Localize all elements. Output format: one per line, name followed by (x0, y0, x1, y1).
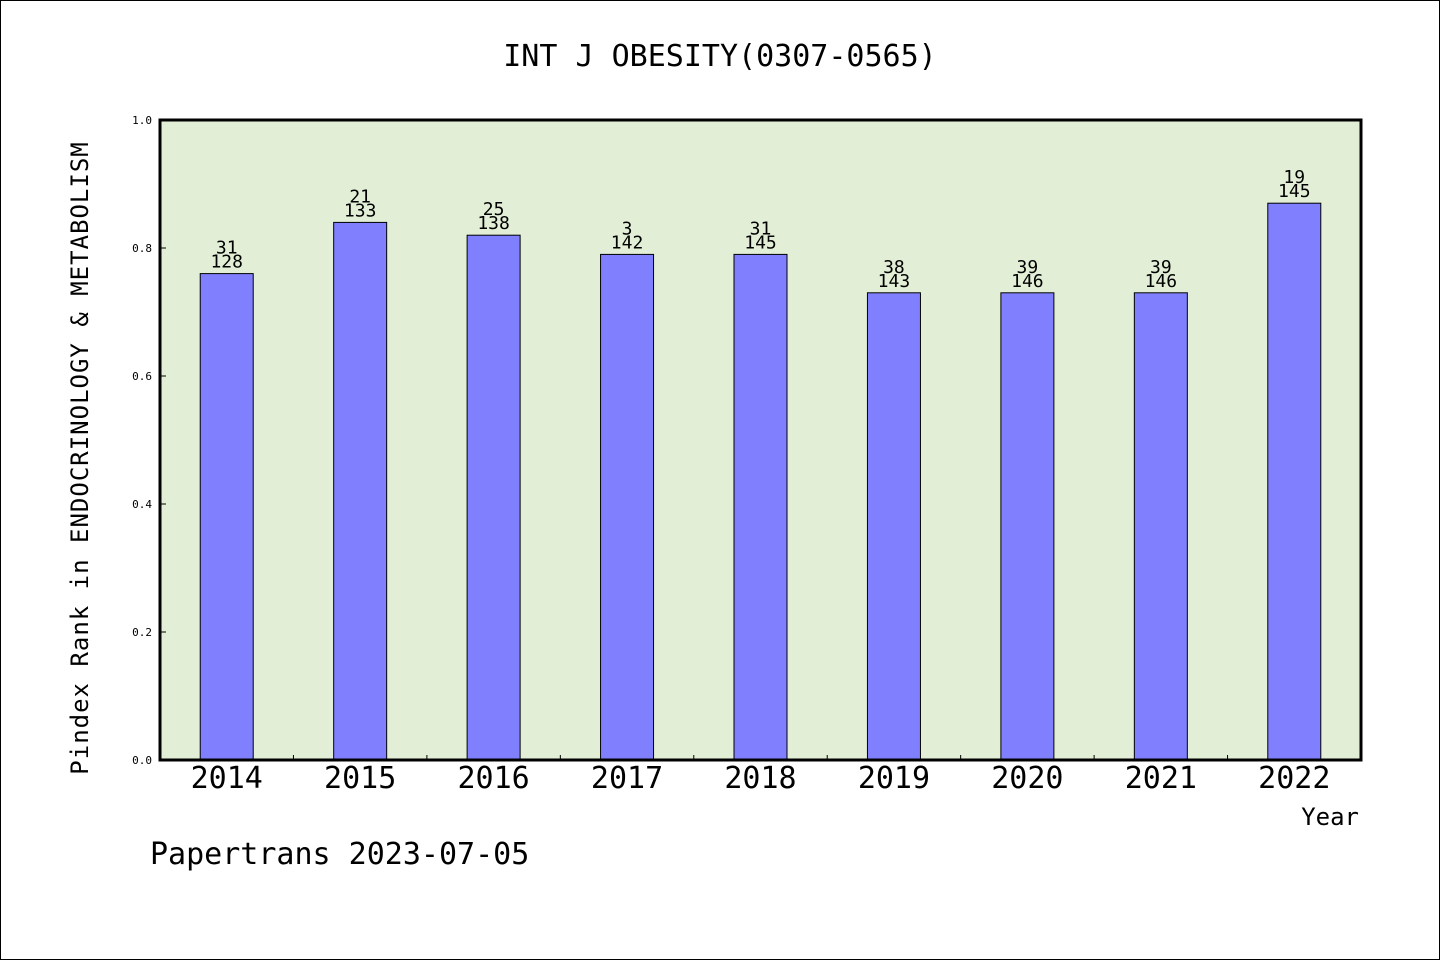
x-tick-label-2017: 2017 (591, 761, 663, 796)
bar-rank-label-2019: 38 (883, 257, 905, 278)
x-axis-ticks: 2014 2015 2016 2017 2018 2019 2020 2021 2022 (191, 755, 1330, 796)
bar-rank-label-2020: 39 (1017, 257, 1039, 278)
y-tick-label-0.2: 0.2 (132, 626, 152, 639)
bar-2014 (199, 273, 254, 761)
bar-2021 (1133, 292, 1188, 761)
bar-total-label-2014: 128 (210, 252, 243, 273)
bar-total-label-2015: 133 (344, 200, 377, 221)
bar-rank-label-2022: 19 (1283, 167, 1305, 188)
bar-rank-label-2016: 25 (483, 199, 505, 220)
bar-total-label-2018: 145 (744, 232, 777, 253)
y-tick-label-0.0: 0.0 (132, 754, 152, 767)
bar-rank-label-2015: 21 (349, 186, 371, 207)
plot-border (158, 118, 1363, 762)
x-tick-label-2014: 2014 (191, 761, 263, 796)
y-tick-label-1.0: 1.0 (132, 114, 152, 127)
bar-total-label-2021: 146 (1145, 271, 1178, 292)
bar-2022 (1267, 202, 1322, 761)
bar-total-label-2022: 145 (1278, 181, 1311, 202)
x-tick-label-2022: 2022 (1258, 761, 1330, 796)
chart-title: INT J OBESITY(0307-0565) (503, 39, 936, 74)
y-tick-label-0.6: 0.6 (132, 370, 152, 383)
y-tick-label-0.8: 0.8 (132, 242, 152, 255)
y-axis-label: Pindex Rank in ENDOCRINOLOGY & METABOLIS… (66, 141, 94, 774)
bar-rank-label-2017: 3 (622, 218, 633, 239)
bar-2016 (466, 234, 521, 761)
bar-rank-label-2018: 31 (750, 218, 772, 239)
bar-total-label-2020: 146 (1011, 271, 1044, 292)
x-axis-label: Year (1301, 803, 1359, 831)
y-tick-label-0.4: 0.4 (132, 498, 152, 511)
bar-total-label-2017: 142 (611, 232, 644, 253)
x-tick-label-2015: 2015 (324, 761, 396, 796)
bar-rank-label-2014: 31 (216, 238, 238, 259)
bar-2015 (333, 221, 388, 761)
x-tick-label-2019: 2019 (858, 761, 930, 796)
x-tick-label-2021: 2021 (1125, 761, 1197, 796)
bar-2020 (1000, 292, 1055, 761)
bar-2018 (733, 253, 788, 761)
bar-2019 (866, 292, 921, 761)
bar-total-label-2019: 143 (878, 271, 911, 292)
x-tick-label-2018: 2018 (724, 761, 796, 796)
y-axis-ticks: 0.0 0.2 0.4 0.6 0.8 1.0 (132, 114, 166, 767)
x-tick-label-2020: 2020 (991, 761, 1063, 796)
x-tick-label-2016: 2016 (457, 761, 529, 796)
bar-total-label-2016: 138 (477, 213, 510, 234)
bar-rank-label-2021: 39 (1150, 257, 1172, 278)
bar-2017 (600, 253, 655, 761)
footer-source: Papertrans 2023-07-05 (150, 837, 529, 872)
